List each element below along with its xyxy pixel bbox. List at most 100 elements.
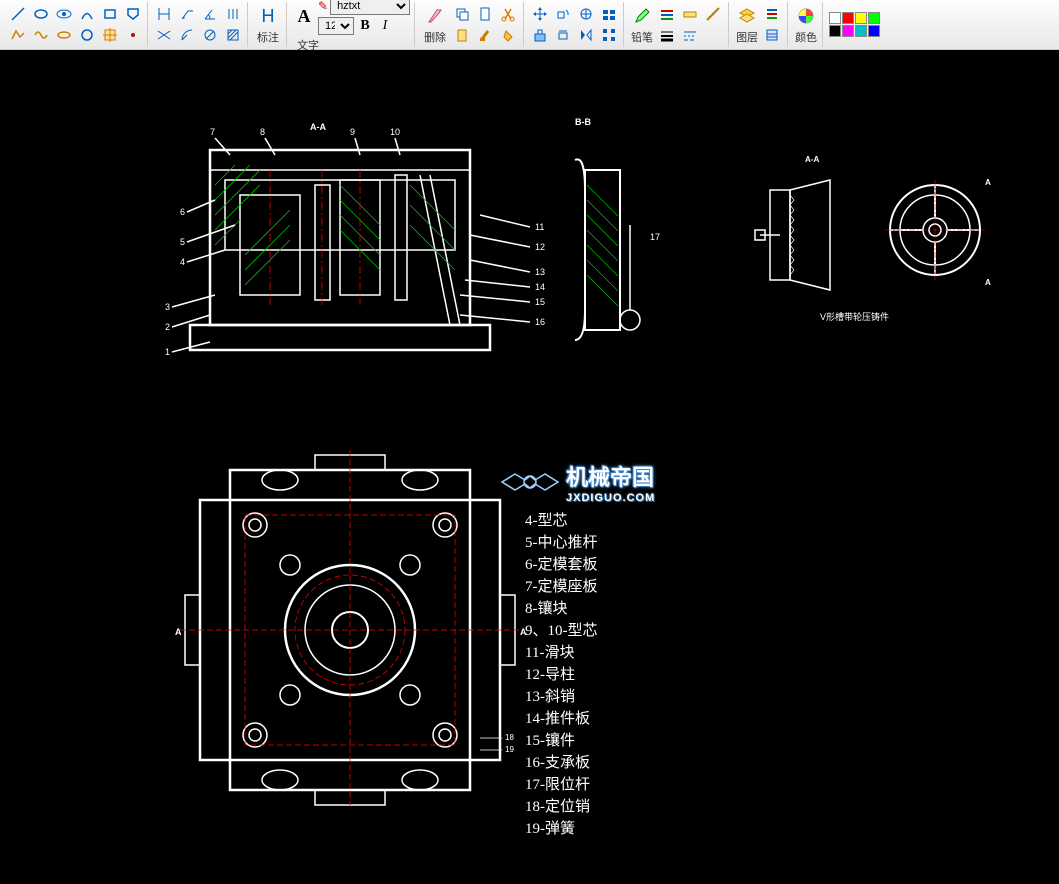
- flip-tool-icon[interactable]: [575, 25, 597, 45]
- hdim-tool-icon[interactable]: [222, 4, 244, 24]
- cross-tool-icon[interactable]: [153, 25, 175, 45]
- fontsize-select[interactable]: 12: [318, 17, 354, 35]
- color-swatch[interactable]: [842, 12, 854, 24]
- ruler-tool-icon[interactable]: [679, 4, 701, 24]
- svg-text:15: 15: [535, 297, 545, 307]
- paint-tool-icon[interactable]: [497, 25, 519, 45]
- doc-tool-icon[interactable]: [474, 4, 496, 24]
- rect-tool-icon[interactable]: [99, 4, 121, 24]
- text-button[interactable]: A: [293, 5, 315, 27]
- svg-text:4: 4: [180, 257, 185, 267]
- circle-tool-icon[interactable]: [76, 25, 98, 45]
- svg-text:7: 7: [210, 127, 215, 137]
- delete-label: 删除: [424, 29, 446, 45]
- color-swatch[interactable]: [868, 25, 880, 37]
- part-line: 16-支承板: [525, 752, 598, 774]
- paste-tool-icon[interactable]: [451, 25, 473, 45]
- scale-tool-icon[interactable]: [575, 4, 597, 24]
- svg-text:9: 9: [350, 127, 355, 137]
- svg-text:A: A: [985, 278, 991, 287]
- weight2-tool-icon[interactable]: [679, 25, 701, 45]
- pocket-tool-icon[interactable]: [529, 25, 551, 45]
- svg-text:B-B: B-B: [575, 117, 591, 127]
- part-line: 11-滑块: [525, 642, 598, 664]
- svg-text:11: 11: [535, 222, 544, 232]
- cut-tool-icon[interactable]: [497, 4, 519, 24]
- rotate-tool-icon[interactable]: [552, 4, 574, 24]
- arcdim-tool-icon[interactable]: [176, 25, 198, 45]
- annotate-label: 标注: [257, 29, 279, 45]
- italic-button[interactable]: I: [376, 16, 394, 36]
- part-line: 8-镶块: [525, 598, 598, 620]
- copy-tool-icon[interactable]: [451, 4, 473, 24]
- color-swatch[interactable]: [855, 25, 867, 37]
- color-swatches: [825, 12, 884, 37]
- svg-text:12: 12: [535, 242, 545, 252]
- svg-text:V形槽带轮压铸件: V形槽带轮压铸件: [820, 311, 889, 322]
- delete-button[interactable]: [421, 4, 449, 28]
- leader-tool-icon[interactable]: [176, 4, 198, 24]
- svg-text:14: 14: [535, 282, 545, 292]
- align-tool-icon[interactable]: [598, 4, 620, 24]
- pencil-label: 铅笔: [631, 29, 653, 45]
- ellipse-tool-icon[interactable]: [30, 4, 52, 24]
- annotate-group: H 标注: [250, 2, 287, 47]
- svg-text:13: 13: [535, 267, 545, 277]
- color-swatch[interactable]: [855, 12, 867, 24]
- part-line: 19-弹簧: [525, 818, 598, 840]
- array-tool-icon[interactable]: [598, 25, 620, 45]
- text-group: A ✎ hztxt 12 B I 文字: [289, 2, 415, 47]
- shape-tool-icon[interactable]: [122, 4, 144, 24]
- arc-tool-icon[interactable]: [76, 4, 98, 24]
- vdim-tool-icon[interactable]: [153, 4, 175, 24]
- draw-group: [4, 2, 148, 47]
- part-line: 15-镶件: [525, 730, 598, 752]
- layer-button[interactable]: [735, 4, 759, 28]
- crop-tool-icon[interactable]: [99, 25, 121, 45]
- pencil-button[interactable]: [630, 4, 654, 28]
- main-toolbar: H 标注 A ✎ hztxt 12 B I 文字 删除: [0, 0, 1059, 50]
- oval-tool-icon[interactable]: [53, 25, 75, 45]
- svg-text:1: 1: [165, 347, 170, 357]
- svg-text:6: 6: [180, 207, 185, 217]
- drawing-canvas[interactable]: 1 2 3 4 5 6 7 8 9 10 A-A 11 12 13 14 15 …: [0, 50, 1059, 884]
- font-select[interactable]: hztxt: [330, 0, 410, 15]
- part-line: 9、10-型芯: [525, 620, 598, 642]
- watermark-url: JXDIGUO.COM: [566, 492, 655, 504]
- linetype-tool-icon[interactable]: [656, 4, 678, 24]
- annotate-button[interactable]: H: [254, 4, 282, 28]
- diamdim-tool-icon[interactable]: [199, 25, 221, 45]
- part-line: 14-推件板: [525, 708, 598, 730]
- angle-tool-icon[interactable]: [199, 4, 221, 24]
- transform-group: [526, 2, 624, 47]
- part-line: 6-定模套板: [525, 554, 598, 576]
- line-tool-icon[interactable]: [7, 4, 29, 24]
- measure-tool-icon[interactable]: [702, 4, 724, 24]
- spline-tool-icon[interactable]: [30, 25, 52, 45]
- color-button[interactable]: [794, 4, 818, 28]
- weight1-tool-icon[interactable]: [656, 25, 678, 45]
- color-swatch[interactable]: [868, 12, 880, 24]
- move-tool-icon[interactable]: [529, 4, 551, 24]
- hatch-tool-icon[interactable]: [222, 25, 244, 45]
- eye-tool-icon[interactable]: [53, 4, 75, 24]
- part-line: 18-定位销: [525, 796, 598, 818]
- color-swatch[interactable]: [829, 12, 841, 24]
- svg-text:A-A: A-A: [310, 122, 326, 132]
- svg-text:17: 17: [650, 232, 660, 242]
- svg-text:A: A: [985, 178, 991, 187]
- brush-tool-icon[interactable]: [474, 25, 496, 45]
- watermark-title: 机械帝国: [566, 460, 655, 492]
- pencil-group: 铅笔: [626, 2, 729, 47]
- color-swatch[interactable]: [829, 25, 841, 37]
- layerlist-tool-icon[interactable]: [761, 4, 783, 24]
- color-swatch[interactable]: [842, 25, 854, 37]
- part-line: 7-定模座板: [525, 576, 598, 598]
- mirror-tool-icon[interactable]: [552, 25, 574, 45]
- point-tool-icon[interactable]: [122, 25, 144, 45]
- svg-text:A: A: [175, 627, 182, 637]
- proplist-tool-icon[interactable]: [761, 25, 783, 45]
- bold-button[interactable]: B: [356, 16, 374, 36]
- svg-text:2: 2: [165, 322, 170, 332]
- polyline-tool-icon[interactable]: [7, 25, 29, 45]
